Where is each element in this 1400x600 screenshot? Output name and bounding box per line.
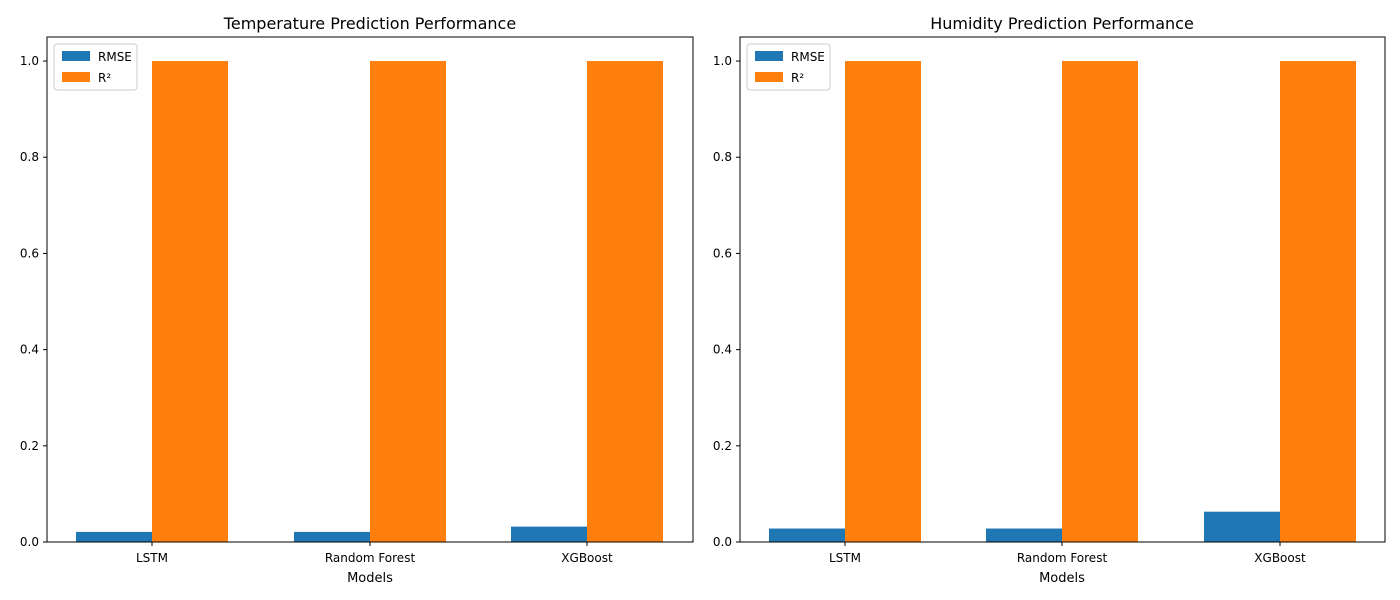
y-tick-label: 1.0 [713, 54, 732, 68]
legend-swatch [62, 51, 90, 61]
r2-bar [1062, 61, 1138, 543]
x-tick-label: Random Forest [325, 551, 416, 565]
rmse-bar [1204, 511, 1280, 542]
y-tick-label: 0.8 [20, 150, 39, 164]
x-axis: LSTM Random Forest XGBoost [829, 542, 1306, 565]
chart-title: Temperature Prediction Performance [223, 14, 516, 33]
y-tick-label: 0.4 [20, 343, 39, 357]
y-tick-label: 0.2 [713, 439, 732, 453]
x-tick-label: LSTM [136, 551, 168, 565]
rmse-bar [986, 528, 1062, 542]
plot-frame [739, 36, 1386, 543]
legend-label: R² [98, 71, 111, 85]
rmse-bar [294, 531, 370, 542]
bars-group [76, 61, 663, 543]
r2-bar [152, 61, 228, 543]
legend: RMSE R² [746, 43, 831, 91]
bars-group [769, 61, 1356, 543]
legend-swatch [62, 72, 90, 82]
y-tick-label: 1.0 [20, 54, 39, 68]
plot-frame [46, 36, 694, 543]
legend-label: RMSE [98, 50, 132, 64]
x-tick-label: Random Forest [1017, 551, 1108, 565]
legend-label: RMSE [791, 50, 825, 64]
rmse-bar [511, 526, 587, 542]
y-axis: 0.0 0.2 0.4 0.6 0.8 1.0 [713, 54, 740, 549]
y-tick-label: 0.6 [20, 246, 39, 260]
x-axis-label: Models [1039, 571, 1085, 586]
x-axis: LSTM Random Forest XGBoost [136, 542, 613, 565]
temperature-chart: Temperature Prediction Performance 0.00.… [20, 14, 694, 586]
x-tick-label: XGBoost [561, 551, 613, 565]
rmse-bar [769, 528, 845, 542]
legend-swatch [755, 72, 783, 82]
chart-title: Humidity Prediction Performance [930, 14, 1194, 33]
r2-bar [370, 61, 446, 543]
legend: RMSE R² [53, 43, 138, 91]
y-tick-label: 0.8 [713, 150, 732, 164]
rmse-bar [76, 531, 152, 542]
r2-bar [1280, 61, 1356, 543]
r2-bar [845, 61, 921, 543]
humidity-chart: Humidity Prediction Performance 0.00.20.… [713, 14, 1386, 586]
y-tick-label: 0.0 [20, 535, 39, 549]
y-tick-label: 0.0 [713, 535, 732, 549]
legend-label: R² [791, 71, 804, 85]
x-axis-label: Models [347, 571, 393, 586]
r2-bar [587, 61, 663, 543]
y-tick-label: 0.6 [713, 246, 732, 260]
y-axis: 0.0 0.2 0.4 0.6 0.8 1.0 [20, 54, 47, 549]
legend-swatch [755, 51, 783, 61]
y-tick-label: 0.2 [20, 439, 39, 453]
x-tick-label: LSTM [829, 551, 861, 565]
x-tick-label: XGBoost [1254, 551, 1306, 565]
y-tick-label: 0.4 [713, 343, 732, 357]
